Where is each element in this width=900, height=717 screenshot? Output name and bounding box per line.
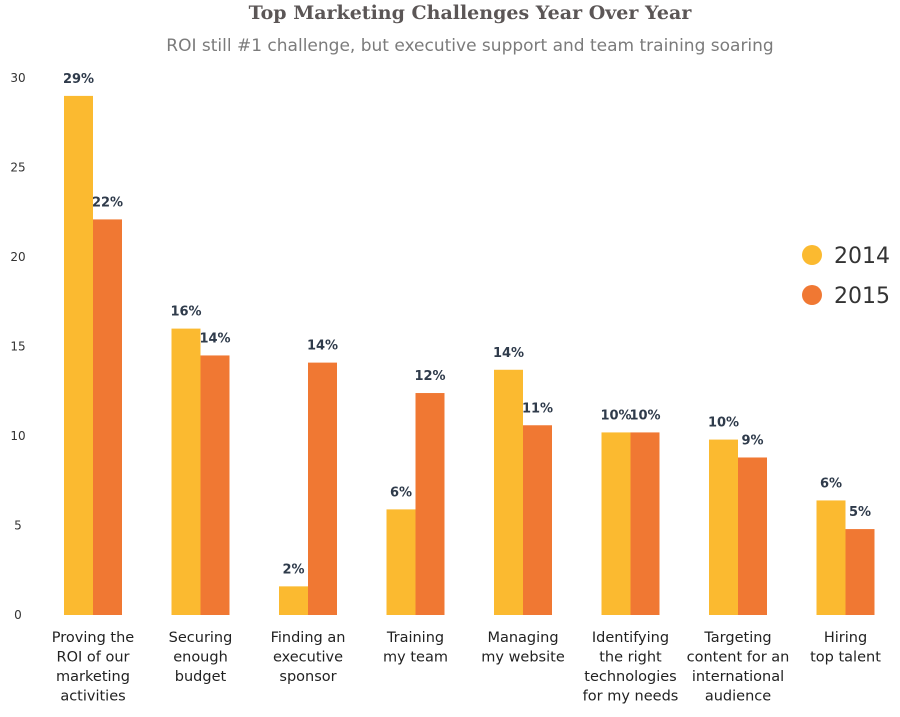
- x-tick-label: ROI of our: [57, 650, 130, 666]
- bar-2015: [200, 355, 230, 615]
- x-tick-label: Hiring: [824, 630, 867, 646]
- data-label: 11%: [522, 401, 553, 416]
- x-tick-label: content for an: [687, 650, 790, 666]
- legend-label: 2015: [834, 284, 890, 309]
- x-tick-label: top talent: [810, 650, 881, 666]
- y-tick-label: 5: [14, 519, 22, 533]
- x-tick-label: budget: [175, 669, 227, 685]
- legend-marker-2014: [802, 245, 822, 265]
- x-tick-label: international: [692, 669, 784, 685]
- legend-label: 2014: [834, 244, 890, 269]
- x-tick-label: Identifying: [592, 630, 669, 646]
- x-tick-label: my team: [383, 650, 448, 666]
- bar-2014: [709, 439, 738, 615]
- data-label: 12%: [414, 369, 445, 384]
- data-label: 16%: [170, 305, 201, 320]
- bar-2014: [601, 432, 631, 615]
- bar-2015: [308, 362, 337, 615]
- bar-2015: [738, 457, 767, 615]
- x-tick-label: executive: [273, 650, 343, 666]
- bar-2014: [64, 95, 93, 615]
- data-label: 5%: [849, 505, 871, 520]
- chart-subtitle: ROI still #1 challenge, but executive su…: [166, 36, 774, 56]
- data-label: 29%: [63, 72, 94, 87]
- x-tick-label: Finding an: [271, 630, 346, 646]
- x-tick-label: Securing: [169, 630, 233, 646]
- x-tick-label: Proving the: [52, 630, 134, 646]
- x-tick-label: sponsor: [279, 669, 336, 685]
- x-tick-label: Training: [386, 630, 444, 646]
- data-label: 9%: [741, 433, 763, 448]
- bar-2014: [386, 509, 416, 615]
- y-tick-label: 0: [14, 608, 22, 622]
- data-label: 14%: [307, 339, 338, 354]
- data-label: 6%: [390, 485, 412, 500]
- bar-2015: [415, 393, 445, 615]
- x-tick-label: enough: [173, 650, 228, 666]
- x-tick-label: Managing: [487, 630, 558, 646]
- y-tick-label: 30: [10, 71, 25, 85]
- x-tick-label: my website: [481, 650, 565, 666]
- x-tick-label: marketing: [56, 669, 130, 685]
- y-tick-label: 20: [10, 250, 25, 264]
- bar-2014: [171, 328, 201, 615]
- data-label: 14%: [199, 331, 230, 346]
- data-label: 14%: [493, 346, 524, 361]
- bar-2015: [93, 219, 122, 615]
- data-label: 10%: [600, 408, 631, 423]
- bar-2015: [523, 425, 552, 615]
- bar-2014: [494, 369, 523, 615]
- data-label: 6%: [820, 476, 842, 491]
- y-tick-label: 15: [10, 340, 25, 354]
- chart-title: Top Marketing Challenges Year Over Year: [248, 2, 692, 24]
- data-label: 2%: [282, 562, 304, 577]
- data-label: 10%: [708, 416, 739, 431]
- bar-2015: [630, 432, 660, 615]
- data-label: 22%: [92, 195, 123, 210]
- y-tick-label: 10: [10, 429, 25, 443]
- x-tick-label: for my needs: [583, 689, 679, 705]
- legend-marker-2015: [802, 285, 822, 305]
- bar-2015: [845, 529, 875, 615]
- x-tick-label: technologies: [584, 669, 676, 685]
- bar-2014: [279, 586, 308, 615]
- x-tick-label: activities: [60, 689, 125, 705]
- x-tick-label: audience: [705, 689, 771, 705]
- bar-2014: [816, 500, 846, 615]
- y-tick-label: 25: [10, 161, 25, 175]
- data-label: 10%: [629, 408, 660, 423]
- x-tick-label: Targeting: [703, 630, 771, 646]
- x-tick-label: the right: [599, 650, 662, 666]
